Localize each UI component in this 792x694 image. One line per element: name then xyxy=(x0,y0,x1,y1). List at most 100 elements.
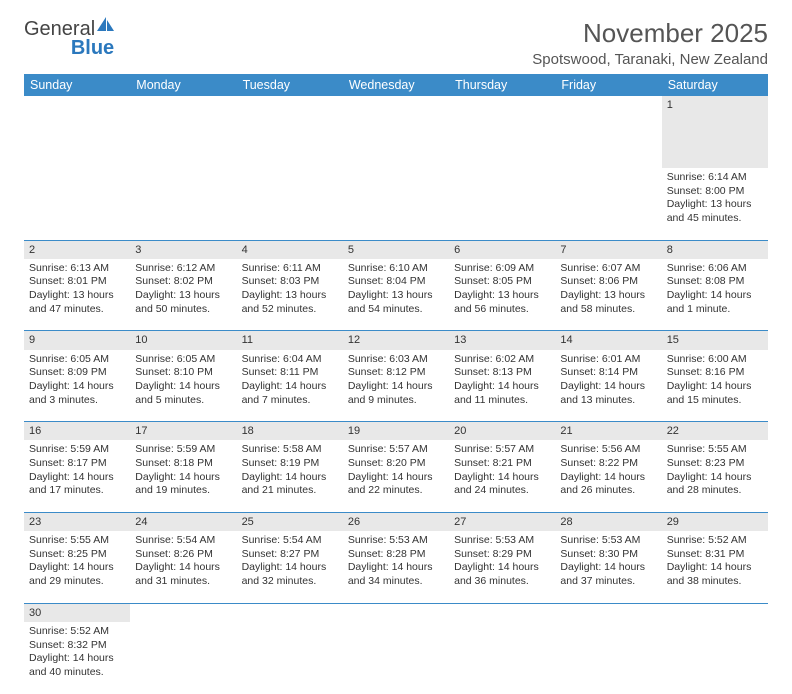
day-cell: Sunrise: 6:14 AMSunset: 8:00 PMDaylight:… xyxy=(662,168,768,240)
day-day1: Daylight: 13 hours xyxy=(135,289,231,303)
day-day2: and 11 minutes. xyxy=(454,394,550,408)
day-sunset: Sunset: 8:27 PM xyxy=(242,548,338,562)
day-number-cell xyxy=(343,96,449,168)
day-sunrise: Sunrise: 6:09 AM xyxy=(454,262,550,276)
day-day2: and 15 minutes. xyxy=(667,394,763,408)
day-cell: Sunrise: 5:54 AMSunset: 8:26 PMDaylight:… xyxy=(130,531,236,603)
day-day2: and 54 minutes. xyxy=(348,303,444,317)
day-cell xyxy=(237,168,343,240)
day-number-cell: 27 xyxy=(449,512,555,531)
day-sunrise: Sunrise: 5:59 AM xyxy=(29,443,125,457)
day-day2: and 1 minute. xyxy=(667,303,763,317)
day-number-cell xyxy=(449,603,555,622)
day-sunset: Sunset: 8:18 PM xyxy=(135,457,231,471)
day-day1: Daylight: 14 hours xyxy=(454,561,550,575)
day-number-cell: 15 xyxy=(662,331,768,350)
weekday-header: Friday xyxy=(555,74,661,96)
day-sunset: Sunset: 8:06 PM xyxy=(560,275,656,289)
day-day1: Daylight: 14 hours xyxy=(560,561,656,575)
day-number-cell xyxy=(24,96,130,168)
day-day1: Daylight: 14 hours xyxy=(667,380,763,394)
day-number-cell: 13 xyxy=(449,331,555,350)
day-number-cell xyxy=(237,96,343,168)
day-sunset: Sunset: 8:10 PM xyxy=(135,366,231,380)
day-day1: Daylight: 14 hours xyxy=(667,289,763,303)
day-number-cell: 18 xyxy=(237,422,343,441)
day-day2: and 50 minutes. xyxy=(135,303,231,317)
day-number-row: 16171819202122 xyxy=(24,422,768,441)
day-sunrise: Sunrise: 5:56 AM xyxy=(560,443,656,457)
day-number-cell: 6 xyxy=(449,240,555,259)
day-day2: and 13 minutes. xyxy=(560,394,656,408)
day-number-row: 23242526272829 xyxy=(24,512,768,531)
day-cell xyxy=(555,168,661,240)
day-sunset: Sunset: 8:20 PM xyxy=(348,457,444,471)
day-cell: Sunrise: 6:03 AMSunset: 8:12 PMDaylight:… xyxy=(343,350,449,422)
day-sunset: Sunset: 8:05 PM xyxy=(454,275,550,289)
day-day2: and 32 minutes. xyxy=(242,575,338,589)
day-sunrise: Sunrise: 5:55 AM xyxy=(29,534,125,548)
day-sunset: Sunset: 8:26 PM xyxy=(135,548,231,562)
day-cell: Sunrise: 6:00 AMSunset: 8:16 PMDaylight:… xyxy=(662,350,768,422)
day-cell: Sunrise: 5:57 AMSunset: 8:21 PMDaylight:… xyxy=(449,440,555,512)
day-cell xyxy=(24,168,130,240)
day-day1: Daylight: 14 hours xyxy=(454,380,550,394)
day-number-cell xyxy=(237,603,343,622)
day-sunrise: Sunrise: 5:59 AM xyxy=(135,443,231,457)
day-number-cell: 1 xyxy=(662,96,768,168)
day-number-cell: 30 xyxy=(24,603,130,622)
day-sunset: Sunset: 8:17 PM xyxy=(29,457,125,471)
day-day2: and 34 minutes. xyxy=(348,575,444,589)
day-sunrise: Sunrise: 6:14 AM xyxy=(667,171,763,185)
day-sunset: Sunset: 8:08 PM xyxy=(667,275,763,289)
month-title: November 2025 xyxy=(532,18,768,49)
day-sunrise: Sunrise: 5:57 AM xyxy=(454,443,550,457)
day-cell xyxy=(449,622,555,694)
day-cell xyxy=(343,168,449,240)
day-content-row: Sunrise: 5:59 AMSunset: 8:17 PMDaylight:… xyxy=(24,440,768,512)
day-cell: Sunrise: 5:53 AMSunset: 8:30 PMDaylight:… xyxy=(555,531,661,603)
day-number-cell xyxy=(555,603,661,622)
day-sunset: Sunset: 8:11 PM xyxy=(242,366,338,380)
sail-icon xyxy=(96,16,116,39)
day-sunrise: Sunrise: 6:02 AM xyxy=(454,353,550,367)
day-day2: and 31 minutes. xyxy=(135,575,231,589)
title-block: November 2025 Spotswood, Taranaki, New Z… xyxy=(532,18,768,68)
day-cell: Sunrise: 6:01 AMSunset: 8:14 PMDaylight:… xyxy=(555,350,661,422)
day-day1: Daylight: 14 hours xyxy=(242,561,338,575)
day-sunset: Sunset: 8:14 PM xyxy=(560,366,656,380)
day-day2: and 22 minutes. xyxy=(348,484,444,498)
day-sunset: Sunset: 8:09 PM xyxy=(29,366,125,380)
day-content-row: Sunrise: 5:55 AMSunset: 8:25 PM Daylight:… xyxy=(24,531,768,603)
day-number-cell: 21 xyxy=(555,422,661,441)
day-cell: Sunrise: 6:09 AMSunset: 8:05 PMDaylight:… xyxy=(449,259,555,331)
weekday-header: Tuesday xyxy=(237,74,343,96)
day-sunset: Sunset: 8:31 PM xyxy=(667,548,763,562)
day-sunset: Sunset: 8:23 PM xyxy=(667,457,763,471)
day-cell xyxy=(555,622,661,694)
day-number-cell: 29 xyxy=(662,512,768,531)
day-number-cell xyxy=(555,96,661,168)
day-cell: Sunrise: 5:52 AMSunset: 8:32 PMDaylight:… xyxy=(24,622,130,694)
day-cell: Sunrise: 6:02 AMSunset: 8:13 PMDaylight:… xyxy=(449,350,555,422)
day-cell xyxy=(449,168,555,240)
location: Spotswood, Taranaki, New Zealand xyxy=(532,51,768,68)
day-sunset: Sunset: 8:01 PM xyxy=(29,275,125,289)
weekday-header: Thursday xyxy=(449,74,555,96)
day-day2: and 45 minutes. xyxy=(667,212,763,226)
day-day1: Daylight: 14 hours xyxy=(29,471,125,485)
day-day1: Daylight: 14 hours xyxy=(560,471,656,485)
day-number-cell: 26 xyxy=(343,512,449,531)
day-day1: Daylight: 14 hours xyxy=(454,471,550,485)
day-sunset: Sunset: 8:22 PM xyxy=(560,457,656,471)
day-cell: Sunrise: 6:11 AMSunset: 8:03 PMDaylight:… xyxy=(237,259,343,331)
day-day2: and 47 minutes. xyxy=(29,303,125,317)
day-number-cell xyxy=(130,603,236,622)
day-number-cell: 28 xyxy=(555,512,661,531)
day-cell: Sunrise: 6:10 AMSunset: 8:04 PMDaylight:… xyxy=(343,259,449,331)
logo: GeneralBlue xyxy=(24,18,114,60)
day-day2: and 24 minutes. xyxy=(454,484,550,498)
day-number-row: 1 xyxy=(24,96,768,168)
day-number-cell xyxy=(343,603,449,622)
day-sunset: Sunset: 8:25 PM xyxy=(29,548,125,562)
